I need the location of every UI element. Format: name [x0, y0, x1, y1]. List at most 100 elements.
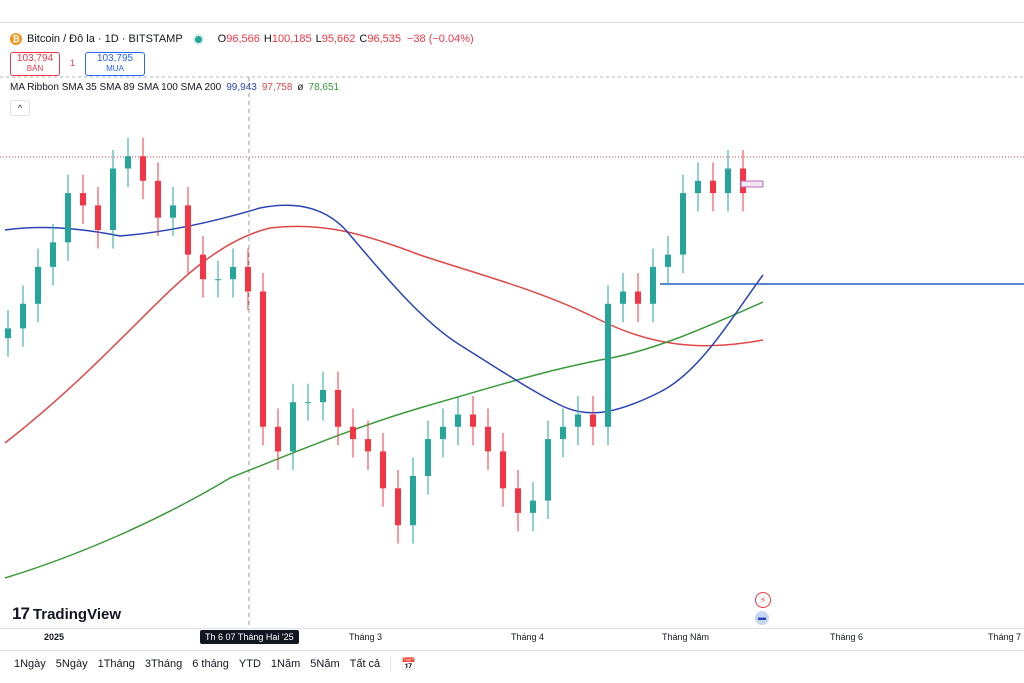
lightning-icon[interactable]: ⚡ [755, 592, 771, 608]
range-ytd[interactable]: YTD [238, 658, 261, 670]
price-change: −38 (−0.04%) [407, 33, 474, 45]
buy-price: 103,795 [96, 53, 134, 64]
sell-label: BÁN [26, 64, 44, 73]
bottom-toolbar-border [0, 650, 1024, 651]
indicator-value-1: 99,943 [226, 82, 257, 93]
chart-side-icons: ⚡ ▬ [755, 592, 771, 625]
range-all[interactable]: Tất cả [349, 658, 381, 670]
candle-body [200, 254, 206, 280]
indicator-value-4: 78,651 [308, 82, 340, 93]
symbol-title[interactable]: Bitcoin / Đô la · 1D · BITSTAMP [27, 33, 183, 45]
x-label-jul: Tháng 7 [988, 632, 1022, 642]
range-5d[interactable]: 5Ngày [55, 658, 88, 670]
candle-body [650, 266, 656, 304]
buy-label: MUA [106, 64, 124, 73]
candle-body [245, 266, 251, 292]
open-value: 96,566 [226, 33, 260, 45]
last-price-highlight [740, 180, 764, 188]
logo-mark: 17 [12, 604, 30, 623]
open-key: O [217, 33, 227, 45]
market-status-icon [194, 35, 202, 43]
candle-body [350, 426, 356, 440]
candle-body [20, 303, 26, 329]
indicator-legend[interactable]: MA Ribbon SMA 35 SMA 89 SMA 100 SMA 200 … [10, 82, 339, 93]
sma200-line [4, 301, 764, 579]
candle-body [260, 291, 266, 427]
tradingview-logo: 17 TradingView [12, 604, 121, 624]
x-axis-border [0, 628, 1024, 629]
logo-text: TradingView [32, 605, 122, 623]
range-1y[interactable]: 1Năm [270, 658, 301, 670]
candle-body [170, 205, 176, 218]
candle-body [125, 156, 131, 169]
candle-body [230, 266, 236, 280]
candle-body [425, 439, 431, 476]
high-value: 100,185 [271, 33, 312, 45]
sma89-line [4, 225, 764, 444]
candle-body [545, 439, 551, 501]
candle-body [140, 156, 146, 181]
candle-body [575, 414, 581, 427]
x-label-mar: Tháng 3 [349, 632, 383, 642]
candle-body [485, 426, 491, 452]
spread-value: 1 [70, 58, 76, 68]
bitcoin-icon: ₿ [10, 33, 22, 45]
x-label-2025: 2025 [44, 632, 65, 642]
sma35-line [4, 204, 764, 414]
candle-body [515, 488, 521, 513]
low-value: 95,662 [321, 33, 356, 45]
candle-body [455, 414, 461, 427]
range-separator [390, 657, 392, 671]
candle-body [5, 328, 11, 339]
low-key: L [315, 33, 322, 45]
candle-body [65, 193, 71, 243]
range-5y[interactable]: 5Năm [310, 658, 340, 670]
candle-body [665, 254, 671, 267]
quote-panel: 103,794 BÁN 1 103,795 MUA [10, 52, 146, 76]
candle-body [50, 242, 56, 267]
x-label-jun: Tháng 6 [830, 632, 864, 642]
indicator-value-2: 97,758 [261, 82, 293, 93]
top-border [0, 22, 1024, 23]
candle-body [440, 426, 446, 440]
range-6m[interactable]: 6 tháng [192, 658, 229, 670]
range-1d[interactable]: 1Ngày [14, 658, 46, 670]
candle-body [530, 500, 536, 513]
buy-button[interactable]: 103,795 MUA [85, 52, 146, 76]
candle-body [470, 414, 476, 427]
indicator-value-3: ø [297, 82, 304, 93]
x-label-apr: Tháng 4 [511, 632, 545, 642]
candle-body [320, 389, 326, 403]
candle-body [290, 402, 296, 452]
chart-legend-header: ₿ Bitcoin / Đô la · 1D · BITSTAMP O 96,5… [10, 31, 474, 47]
candle-body [620, 291, 626, 304]
candle-body [305, 402, 311, 404]
candle-body [95, 205, 101, 230]
candle-body [680, 193, 686, 255]
candle-body [395, 488, 401, 526]
flag-icon[interactable]: ▬ [755, 611, 769, 625]
candle-body [635, 291, 641, 304]
crosshair-date-label: Th 6 07 Tháng Hai '25 [200, 630, 299, 644]
range-3m[interactable]: 3Tháng [144, 658, 183, 670]
candle-body [560, 426, 566, 440]
sell-price: 103,794 [16, 53, 54, 64]
range-1m[interactable]: 1Tháng [97, 658, 135, 670]
collapse-legend-button[interactable]: ^ [10, 100, 30, 116]
candle-body [695, 180, 701, 194]
calendar-icon[interactable]: 📅 [401, 657, 417, 671]
candle-body [80, 193, 86, 206]
candle-body [365, 439, 371, 452]
candle-body [725, 168, 731, 194]
candle-body [215, 279, 221, 281]
sell-button[interactable]: 103,794 BÁN [10, 52, 60, 76]
candle-body [110, 168, 116, 230]
range-toolbar: 1Ngày 5Ngày 1Tháng 3Tháng 6 tháng YTD 1N… [14, 657, 416, 671]
candle-body [185, 205, 191, 255]
candle-body [275, 426, 281, 452]
high-key: H [263, 33, 272, 45]
candle-body [605, 303, 611, 427]
candle-body [710, 180, 716, 194]
x-label-may: Tháng Năm [662, 632, 710, 642]
